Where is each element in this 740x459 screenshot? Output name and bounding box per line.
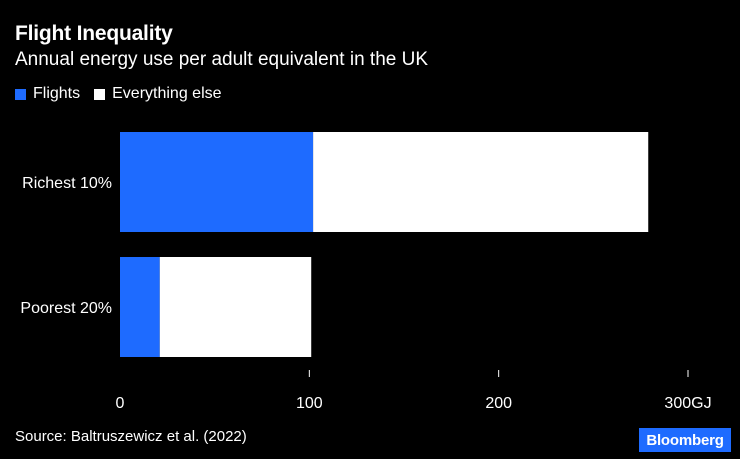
source-note: Source: Baltruszewicz et al. (2022) <box>15 428 247 445</box>
x-tick-label: 200 <box>485 395 512 412</box>
legend-swatch-everything-else <box>94 88 106 100</box>
category-label: Richest 10% <box>22 175 112 192</box>
bar-richest-10-everything-else <box>313 132 649 232</box>
bloomberg-logo: Bloomberg <box>639 428 731 452</box>
x-tick-label: 100 <box>296 395 323 412</box>
legend-label-flights: Flights <box>33 85 81 102</box>
legend-swatch-flights <box>15 88 26 100</box>
chart-subtitle: Annual energy use per adult equivalent i… <box>15 49 428 70</box>
x-tick-label: 0 <box>116 395 125 412</box>
legend-item-everything-else: Everything else <box>94 85 222 103</box>
legend-label-everything-else: Everything else <box>112 85 222 102</box>
bar-poorest-20-everything-else <box>159 257 312 357</box>
legend-item-flights: Flights <box>15 85 80 103</box>
chart-title: Flight Inequality <box>15 22 173 45</box>
bar-poorest-20-flights <box>120 257 160 357</box>
category-label: Poorest 20% <box>20 300 112 317</box>
legend: Flights Everything else <box>15 85 236 103</box>
bar-richest-10-flights <box>120 132 314 232</box>
x-tick-label: 300GJ <box>664 395 711 412</box>
